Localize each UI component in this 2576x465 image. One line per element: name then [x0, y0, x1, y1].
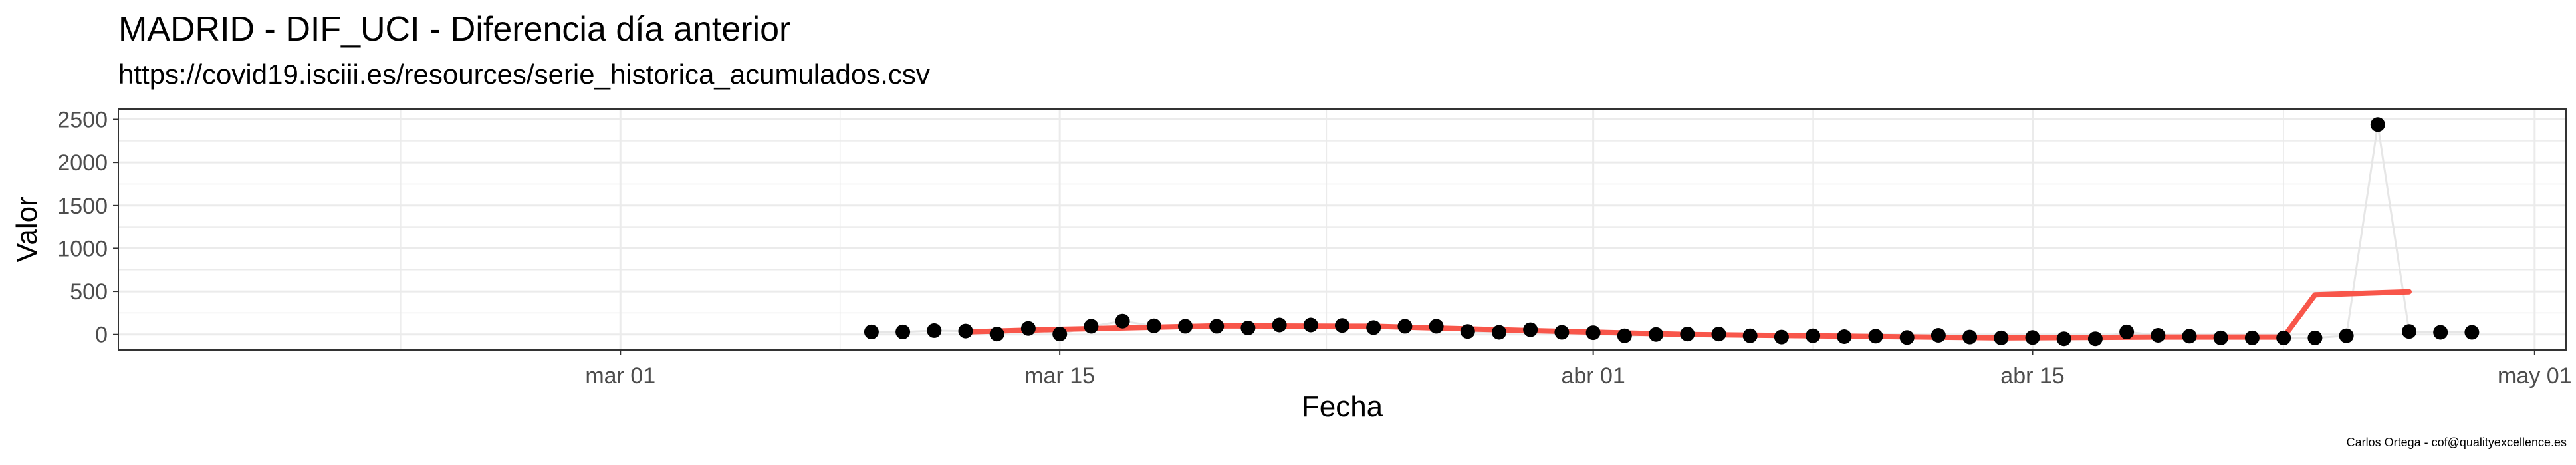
- data-point: [1429, 319, 1444, 334]
- y-tick-label: 1500: [57, 194, 108, 219]
- data-point: [1931, 328, 1946, 343]
- data-point: [1115, 313, 1130, 329]
- data-point: [2433, 325, 2448, 340]
- data-point: [2151, 328, 2166, 343]
- grid-major: [118, 109, 2566, 350]
- data-point: [2182, 329, 2197, 344]
- data-point: [1020, 321, 1036, 336]
- data-point: [989, 327, 1004, 342]
- data-point: [1899, 330, 1915, 345]
- data-point: [1774, 329, 1789, 345]
- x-tick-label: abr 15: [2000, 363, 2064, 388]
- data-point: [1335, 318, 1349, 333]
- data-point: [1837, 329, 1852, 344]
- data-point: [2119, 324, 2135, 339]
- data-point: [1711, 327, 1726, 342]
- data-point: [1680, 327, 1695, 342]
- data-point: [958, 323, 973, 339]
- data-point: [2244, 330, 2260, 345]
- plot-panel: [118, 109, 2566, 350]
- data-point: [895, 324, 911, 339]
- x-tick-label: mar 15: [1024, 363, 1095, 388]
- data-point: [1209, 319, 1225, 334]
- data-point: [2307, 330, 2323, 345]
- data-point: [1554, 325, 1570, 340]
- data-point: [2464, 325, 2480, 340]
- data-point: [1397, 319, 1413, 334]
- y-axis: 0 500 1000 1500 2000 2500: [57, 108, 118, 348]
- series-layer: [864, 117, 2480, 347]
- y-tick-label: 2500: [57, 108, 108, 133]
- data-point: [2025, 330, 2040, 345]
- data-point: [2402, 324, 2416, 339]
- x-tick-label: mar 01: [585, 363, 655, 388]
- data-point: [1272, 317, 1287, 333]
- data-point: [927, 323, 942, 338]
- data-point: [1649, 327, 1664, 342]
- data-point: [1460, 324, 1475, 339]
- data-point: [1962, 329, 1978, 345]
- data-point: [2056, 331, 2071, 347]
- y-tick-label: 500: [70, 279, 108, 305]
- data-point: [2087, 331, 2103, 347]
- data-point: [2370, 117, 2385, 132]
- data-point: [2339, 328, 2354, 343]
- data-point: [1806, 328, 1821, 343]
- data-point: [1146, 318, 1161, 333]
- data-point: [1240, 321, 1256, 335]
- data-point: [1178, 319, 1193, 334]
- plot-panel-border: [118, 108, 2567, 351]
- data-point: [1617, 328, 1632, 343]
- data-point: [1585, 325, 1601, 341]
- data-point: [1523, 322, 1538, 337]
- data-point: [1084, 319, 1099, 334]
- chart-title: MADRID - DIF_UCI - Diferencia día anteri…: [118, 10, 791, 49]
- x-tick-label: abr 01: [1561, 363, 1625, 388]
- x-axis: mar 01 mar 15 abr 01 abr 15 may 01: [585, 350, 2572, 388]
- y-tick-label: 1000: [57, 236, 108, 261]
- data-point: [1742, 328, 1758, 343]
- data-point: [864, 324, 879, 339]
- chart-subtitle: https://covid19.isciii.es/resources/seri…: [118, 59, 930, 90]
- data-point: [1994, 330, 2009, 345]
- x-axis-title: Fecha: [1302, 390, 1383, 423]
- data-point: [2213, 330, 2228, 345]
- y-tick-label: 0: [95, 323, 108, 348]
- data-point: [1052, 327, 1068, 342]
- data-point: [1366, 320, 1381, 335]
- grid-minor: [118, 109, 2566, 350]
- data-point: [2276, 330, 2291, 345]
- data-point: [1492, 325, 1506, 340]
- x-tick-label: may 01: [2498, 363, 2572, 388]
- data-point: [1868, 329, 1883, 344]
- data-point: [1303, 317, 1318, 333]
- chart-caption: Carlos Ortega - cof@qualityexcellence.es: [2346, 436, 2567, 449]
- y-axis-title: Valor: [11, 196, 43, 262]
- y-tick-label: 2000: [57, 150, 108, 176]
